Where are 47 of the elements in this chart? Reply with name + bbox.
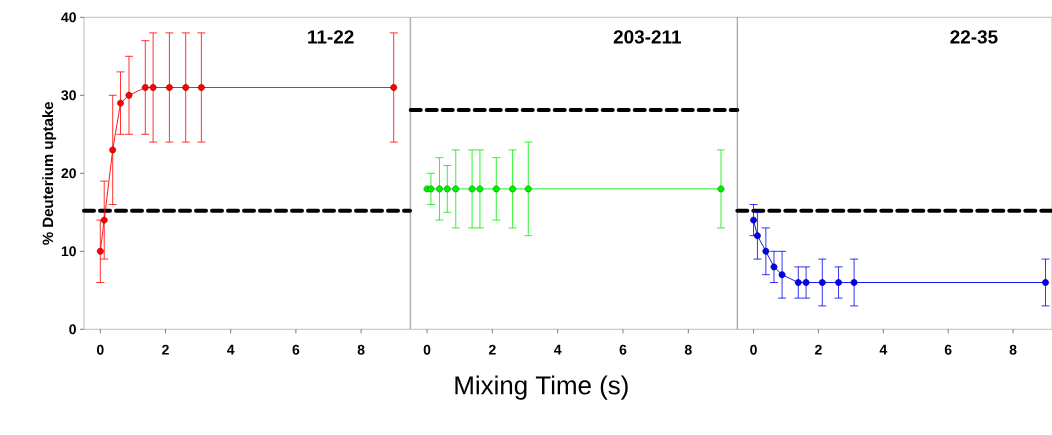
- x-tick-label: 8: [684, 344, 692, 355]
- point: [750, 216, 757, 224]
- text: 203-211: [613, 30, 681, 44]
- point: [100, 216, 108, 224]
- x-tick-label: 6: [944, 344, 952, 355]
- x-tick-label: 8: [1009, 344, 1017, 355]
- point: [754, 232, 761, 240]
- x-tick-label: 2: [488, 344, 496, 355]
- y-axis-title: % Deuterium uptake: [42, 102, 57, 245]
- point: [1042, 279, 1049, 286]
- y-tick-label: 20: [61, 168, 76, 179]
- x-tick-label: 4: [879, 344, 888, 355]
- point: [182, 84, 190, 91]
- y-tick-label: 10: [61, 246, 76, 257]
- point: [802, 279, 810, 286]
- point: [197, 84, 205, 91]
- y-tick-label: 0: [69, 324, 76, 335]
- point: [778, 271, 786, 279]
- point: [818, 279, 826, 286]
- point: [141, 84, 149, 91]
- text: 11-22: [308, 30, 354, 44]
- y-tick-label: 40: [61, 12, 76, 23]
- point: [149, 84, 157, 91]
- x-tick-label: 2: [162, 344, 169, 355]
- x-tick-label: 6: [292, 344, 300, 355]
- point: [390, 84, 398, 91]
- point: [166, 84, 173, 91]
- x-tick-label: 0: [750, 344, 757, 355]
- x-tick-label: 4: [554, 344, 562, 355]
- x-tick-label: 0: [423, 344, 431, 355]
- x-tick-label: 4: [227, 344, 235, 355]
- point: [96, 247, 104, 255]
- point: [794, 279, 802, 286]
- point: [109, 146, 117, 154]
- point: [117, 99, 124, 107]
- x-tick-label: 6: [619, 344, 627, 355]
- point: [125, 91, 133, 99]
- x-tick-label: 0: [96, 344, 104, 355]
- text: 22-35: [950, 30, 998, 44]
- x-axis-title: Mixing Time (s): [455, 375, 628, 400]
- point: [762, 247, 770, 255]
- point: [770, 263, 778, 271]
- point: [850, 279, 858, 286]
- x-tick-label: 2: [815, 344, 822, 355]
- y-tick-label: 30: [61, 90, 76, 101]
- x-tick-label: 8: [357, 344, 365, 355]
- point: [835, 279, 842, 286]
